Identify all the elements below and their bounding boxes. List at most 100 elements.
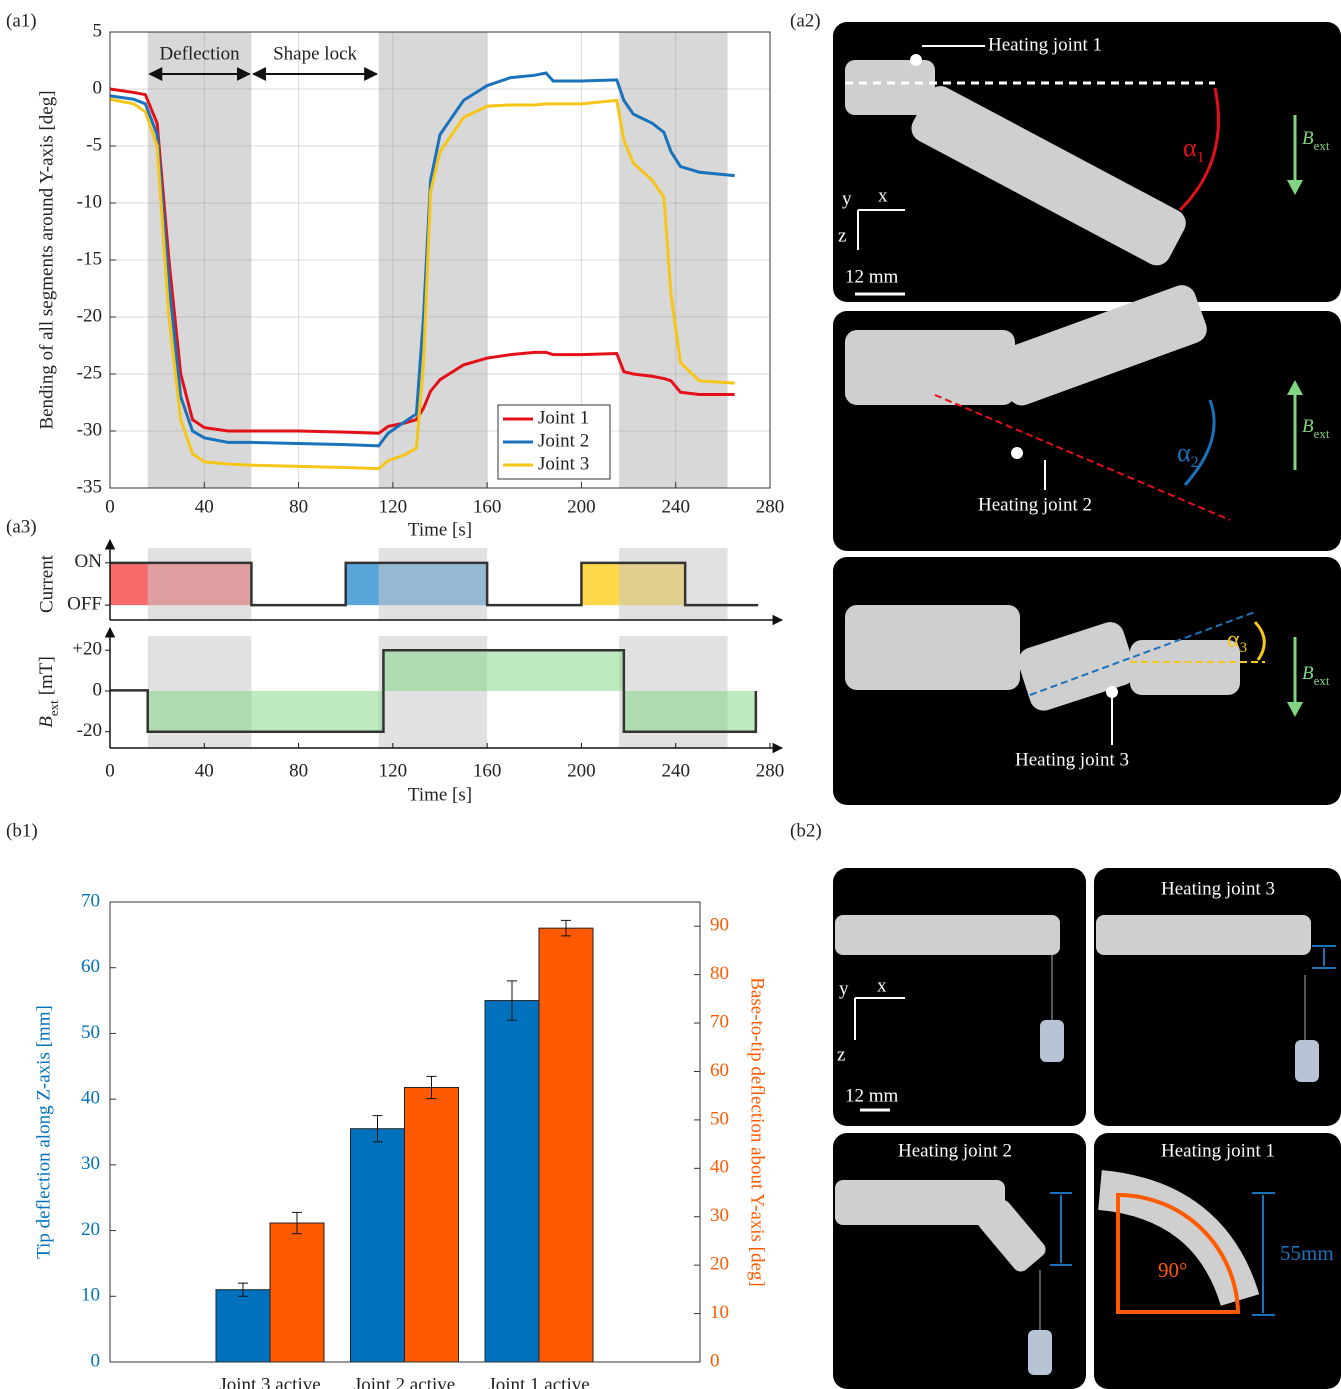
x-tick-label: Joint 2 active <box>354 1374 455 1389</box>
shaded-span <box>379 548 487 620</box>
y-axis-label: Bending of all segments around Y-axis [d… <box>36 90 57 429</box>
y2-tick-label: 30 <box>710 1205 729 1226</box>
length-label: 55mm <box>1280 1241 1334 1265</box>
x-tick-label: 80 <box>289 760 308 781</box>
y2-tick-label: 80 <box>710 963 729 984</box>
photo-panels-a2: Heating joint 1 α1 Bext y x z 12 mm Heat… <box>833 22 1341 805</box>
annotation: Shape lock <box>273 43 357 64</box>
y-axis-label: Tip deflection along Z-axis [mm] <box>33 1005 54 1259</box>
x-tick-label: 40 <box>195 760 214 781</box>
x-tick-label: 160 <box>473 760 502 781</box>
marker <box>910 54 922 66</box>
photo-title: Heating joint 1 <box>1161 1140 1275 1161</box>
axis-label: z <box>837 1044 845 1065</box>
y2-tick-label: 70 <box>710 1011 729 1032</box>
y-label-sub: ext <box>46 700 61 716</box>
scale-label: 12 mm <box>845 1085 899 1106</box>
y-axis-label: Bext[mT] <box>36 656 61 728</box>
scale-label: 12 mm <box>845 266 899 287</box>
y-tick-label: 0 <box>93 77 103 98</box>
bar <box>485 1001 539 1362</box>
marker <box>1011 447 1023 459</box>
robot <box>835 915 1060 955</box>
y-tick-label: 0 <box>93 679 103 700</box>
y-tick-label: -5 <box>86 134 102 155</box>
y-tick-label: -15 <box>77 248 102 269</box>
x-tick-label: 40 <box>195 496 214 517</box>
y-tick-label: 20 <box>81 1219 100 1240</box>
legend-label: Joint 1 <box>538 407 589 428</box>
marker <box>1106 686 1118 698</box>
y-tick-label: 30 <box>81 1153 100 1174</box>
y-label-unit: [mT] <box>36 656 57 695</box>
y-axis-label: Current <box>36 554 57 613</box>
y-tick-label: 10 <box>81 1285 100 1306</box>
y-tick-label: OFF <box>67 594 102 615</box>
panel-label: (a1) <box>6 10 37 31</box>
y-tick-label: -20 <box>77 720 102 741</box>
y-tick-label: -35 <box>77 476 102 497</box>
x-tick-label: 200 <box>567 496 596 517</box>
y2-tick-label: 10 <box>710 1302 729 1323</box>
axis-label: y <box>839 978 849 999</box>
x-tick-label: 240 <box>661 496 690 517</box>
y2-tick-label: 50 <box>710 1108 729 1129</box>
axis-label: y <box>842 188 852 209</box>
x-tick-label: Joint 3 active <box>219 1374 320 1389</box>
y-tick-label: 60 <box>81 956 100 977</box>
y2-axis-label: Base-to-tip deflection about Y-axis [deg… <box>747 977 768 1287</box>
x-tick-label: 240 <box>661 760 690 781</box>
photo-label: Heating joint 1 <box>988 34 1102 55</box>
y2-tick-label: 60 <box>710 1060 729 1081</box>
x-tick-label: 280 <box>756 496 785 517</box>
y-tick-label: -20 <box>77 305 102 326</box>
x-tick-label: 120 <box>379 496 408 517</box>
robot <box>1096 915 1311 955</box>
bar <box>351 1129 405 1362</box>
y2-tick-label: 20 <box>710 1254 729 1275</box>
x-tick-label: 0 <box>105 496 115 517</box>
axis-label: x <box>878 185 888 206</box>
x-axis-label: Time [s] <box>408 784 472 805</box>
y-tick-label: 50 <box>81 1022 100 1043</box>
x-tick-label: Joint 1 active <box>488 1374 589 1389</box>
weight <box>1028 1330 1052 1375</box>
y2-tick-label: 90 <box>710 915 729 936</box>
angle-label: 90° <box>1158 1258 1187 1282</box>
x-tick-label: 280 <box>756 760 785 781</box>
x-tick-label: 80 <box>289 496 308 517</box>
y-tick-label: 5 <box>93 20 103 41</box>
shaded-span <box>619 548 727 620</box>
x-tick-label: 160 <box>473 496 502 517</box>
panel-label: (b1) <box>6 820 38 841</box>
x-tick-label: 200 <box>567 760 596 781</box>
bar <box>539 928 593 1362</box>
bar <box>405 1087 459 1362</box>
y-tick-label: 40 <box>81 1088 100 1109</box>
photo-panels-b2: y x z 12 mm Heating joint 3 Heating join… <box>833 868 1341 1389</box>
weight <box>1040 1020 1064 1062</box>
axis-label: z <box>838 225 846 246</box>
y-tick-label: +20 <box>72 639 102 660</box>
shaded-span <box>148 548 252 620</box>
y-tick-label: -25 <box>77 362 102 383</box>
y-tick-label: -10 <box>77 191 102 212</box>
panel-label: (a2) <box>790 10 821 31</box>
panel-label: (b2) <box>790 820 822 841</box>
annotation: Deflection <box>159 43 240 64</box>
y-tick-label: 0 <box>91 1350 101 1371</box>
photo <box>1094 868 1341 1126</box>
legend-label: Joint 3 <box>538 453 589 474</box>
photo-label: Heating joint 2 <box>978 494 1092 515</box>
bar <box>270 1223 324 1362</box>
x-tick-label: 0 <box>105 760 115 781</box>
y2-tick-label: 0 <box>710 1350 720 1371</box>
x-tick-label: 120 <box>379 760 408 781</box>
y-tick-label: ON <box>75 551 103 572</box>
legend-label: Joint 2 <box>538 430 589 451</box>
photo-title: Heating joint 2 <box>898 1140 1012 1161</box>
y-tick-label: -30 <box>77 419 102 440</box>
bar <box>216 1290 270 1362</box>
photo-title: Heating joint 3 <box>1161 878 1275 899</box>
y2-tick-label: 40 <box>710 1157 729 1178</box>
